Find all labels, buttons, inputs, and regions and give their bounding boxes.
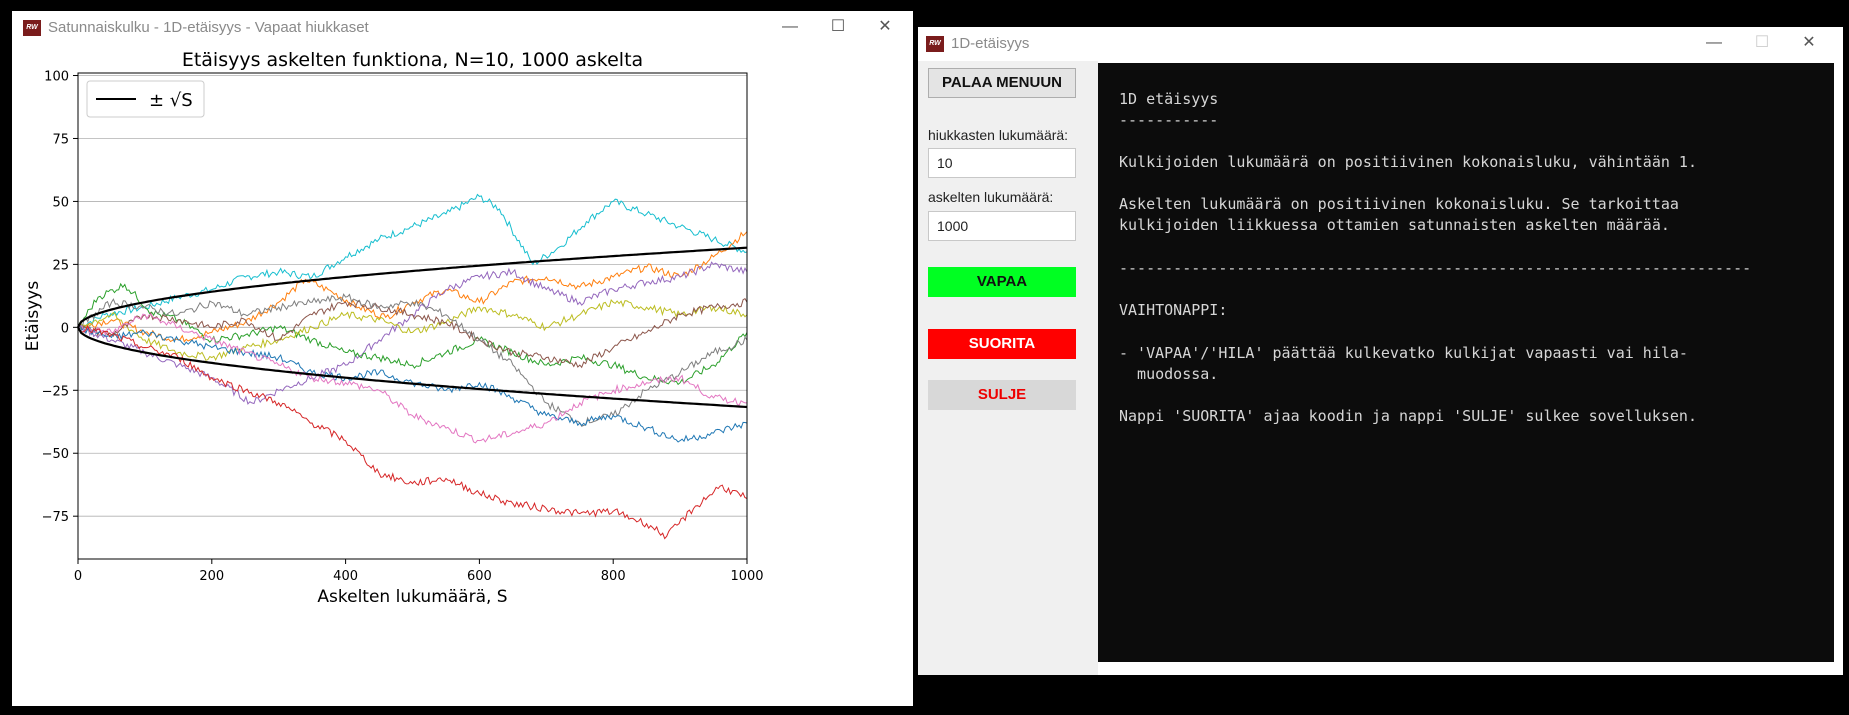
console-line: ----------- <box>1119 111 1219 129</box>
y-tick-label: −25 <box>42 384 69 399</box>
x-tick-label: 800 <box>601 569 626 584</box>
y-tick-label: 50 <box>52 195 69 210</box>
y-tick-label: −50 <box>42 447 69 462</box>
steps-label: askelten lukumäärä: <box>928 189 1054 205</box>
walk-series-line <box>77 298 748 369</box>
steps-input[interactable] <box>928 211 1076 241</box>
free-toggle-button[interactable]: VAPAA <box>928 267 1076 297</box>
envelope-lower-line <box>77 326 748 409</box>
minimize-button[interactable]: — <box>1706 34 1722 51</box>
x-tick-label: 0 <box>74 569 82 584</box>
run-button[interactable]: SUORITA <box>928 329 1076 359</box>
maximize-button[interactable]: ☐ <box>830 18 846 35</box>
plot-window: RW Satunnaiskulku - 1D-etäisyys - Vapaat… <box>12 11 913 706</box>
legend-box <box>86 80 205 118</box>
close-app-button[interactable]: SULJE <box>928 380 1076 410</box>
control-titlebar[interactable]: RW 1D-etäisyys — ☐ ✕ <box>918 27 1843 61</box>
console-line: Kulkijoiden lukumäärä on positiivinen ko… <box>1119 153 1697 171</box>
info-console: 1D etäisyys ----------- Kulkijoiden luku… <box>1098 63 1834 662</box>
walk-series-line <box>77 313 747 444</box>
console-line: kulkijoiden liikkuessa ottamien satunnai… <box>1119 216 1670 234</box>
minimize-button[interactable]: — <box>782 18 798 35</box>
console-line: muodossa. <box>1119 365 1219 383</box>
x-axis-label: Askelten lukumäärä, S <box>317 587 507 607</box>
distance-chart: 0 200 400 600 800 1000 100 75 50 25 0 −25 −50 −75 Etäi… <box>23 49 764 607</box>
console-line: Nappi 'SUORITA' ajaa koodin ja nappi 'SU… <box>1119 407 1697 425</box>
x-tick-label: 600 <box>467 569 492 584</box>
console-line: ----------------------------------------… <box>1119 259 1752 277</box>
console-line: Askelten lukumäärä on positiivinen kokon… <box>1119 195 1679 213</box>
walk-series-line <box>77 193 748 329</box>
walk-series-line <box>77 293 748 427</box>
plot-titlebar[interactable]: RW Satunnaiskulku - 1D-etäisyys - Vapaat… <box>12 11 913 45</box>
walk-series-line <box>77 231 748 343</box>
app-icon: RW <box>926 36 944 52</box>
y-tick-label: −75 <box>42 510 69 525</box>
chart-title: Etäisyys askelten funktiona, N=10, 1000 … <box>182 49 643 71</box>
walk-series-line <box>77 324 748 540</box>
control-window: RW 1D-etäisyys — ☐ ✕ PALAA MENUUN hiukka… <box>918 27 1843 675</box>
x-tick-label: 400 <box>333 569 358 584</box>
plot-area: 0 200 400 600 800 1000 100 75 50 25 0 −25 −50 −75 Etäi… <box>12 45 913 706</box>
y-tick-label: 75 <box>52 132 69 147</box>
console-line: 1D etäisyys <box>1119 90 1219 108</box>
close-window-button[interactable]: ✕ <box>878 18 892 35</box>
envelope-upper-line <box>77 246 748 328</box>
particles-input[interactable] <box>928 148 1076 178</box>
y-tick-label: 0 <box>61 321 69 336</box>
walk-series-line <box>77 299 748 362</box>
x-tick-label: 1000 <box>730 569 763 584</box>
maximize-button[interactable]: ☐ <box>1754 34 1770 51</box>
plot-frame <box>77 72 748 560</box>
back-to-menu-button[interactable]: PALAA MENUUN <box>928 68 1076 98</box>
walk-series-line <box>77 282 748 386</box>
y-axis-label: Etäisyys <box>23 281 43 352</box>
particles-label: hiukkasten lukumäärä: <box>928 127 1069 143</box>
walk-series-line <box>77 261 748 405</box>
close-window-button[interactable]: ✕ <box>1802 34 1816 51</box>
x-tick-label: 200 <box>199 569 224 584</box>
app-icon: RW <box>23 20 41 36</box>
window-title: Satunnaiskulku - 1D-etäisyys - Vapaat hi… <box>48 19 369 36</box>
console-line: VAIHTONAPPI: <box>1119 301 1228 319</box>
console-line: - 'VAPAA'/'HILA' päättää kulkevatko kulk… <box>1119 344 1688 362</box>
legend-label: ± √S <box>149 90 193 111</box>
y-tick-label: 100 <box>44 70 69 85</box>
y-tick-label: 25 <box>52 258 69 273</box>
window-title: 1D-etäisyys <box>951 35 1030 52</box>
